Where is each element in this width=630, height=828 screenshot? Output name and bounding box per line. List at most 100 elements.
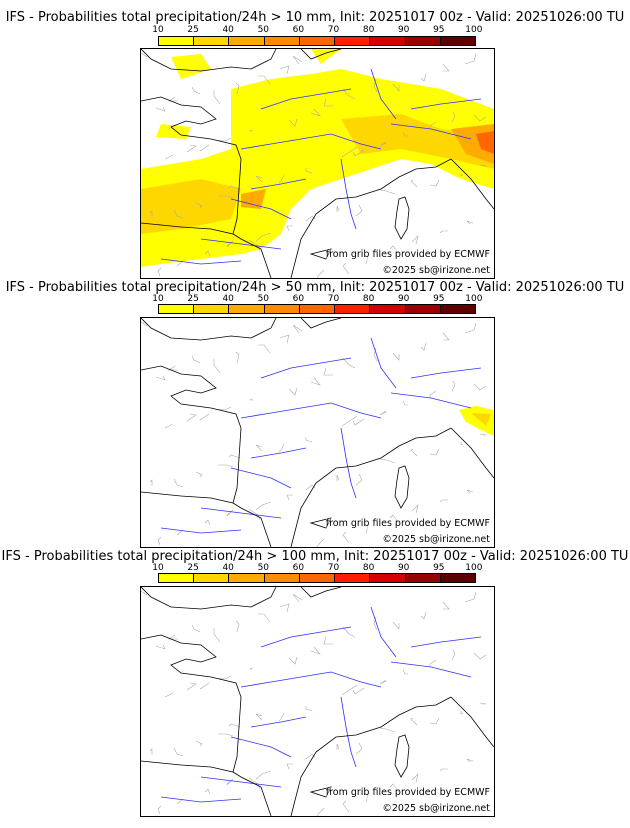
river <box>370 68 397 120</box>
admin-border <box>278 443 285 453</box>
colorbar-swatch <box>264 574 300 582</box>
admin-border <box>429 390 437 398</box>
colorbar-tick: 25 <box>187 25 199 35</box>
admin-border <box>355 473 363 486</box>
admin-border <box>195 471 203 478</box>
coastline <box>300 587 342 598</box>
precip-area <box>459 406 494 436</box>
admin-border <box>341 415 358 427</box>
admin-border <box>218 464 234 468</box>
admin-border <box>155 644 166 650</box>
river <box>340 696 357 768</box>
coastline <box>141 587 277 610</box>
precip-area <box>141 49 494 267</box>
colorbar-tick: 40 <box>222 25 234 35</box>
admin-border <box>442 332 450 341</box>
admin-border <box>411 504 419 514</box>
admin-border <box>157 805 162 815</box>
colorbar-swatch <box>405 574 441 582</box>
coastline <box>290 158 452 278</box>
admin-border <box>168 365 178 371</box>
admin-border <box>255 501 272 511</box>
colorbar-tick: 90 <box>397 563 410 573</box>
colorbar-tick: 10 <box>152 25 164 35</box>
admin-border <box>149 210 153 217</box>
colorbar-swatch <box>194 37 230 45</box>
river <box>200 507 282 519</box>
colorbar-swatch <box>440 574 475 582</box>
admin-border <box>288 656 298 665</box>
admin-border <box>191 355 201 364</box>
panel-title: IFS - Probabilities total precipitation/… <box>5 10 625 25</box>
precip-area <box>471 413 491 426</box>
admin-border <box>402 131 408 137</box>
admin-border <box>411 773 419 783</box>
admin-border <box>402 400 408 406</box>
admin-border <box>473 652 487 660</box>
colorbar-swatch <box>405 305 441 313</box>
admin-border <box>305 706 313 712</box>
admin-border <box>191 624 201 633</box>
admin-border <box>410 179 418 188</box>
colorbar-tick: 40 <box>222 563 234 573</box>
colorbar-swatch <box>335 574 371 582</box>
admin-border <box>218 137 232 142</box>
source-credit: from grib files provided by ECMWF <box>325 787 490 798</box>
coastline <box>450 696 494 748</box>
admin-border <box>352 418 365 426</box>
coastline <box>232 233 272 278</box>
coastline <box>232 502 272 547</box>
colorbar-swatch <box>299 574 336 582</box>
admin-border <box>292 55 303 65</box>
admin-border <box>336 205 340 212</box>
admin-border <box>199 682 210 690</box>
river <box>240 671 382 688</box>
coastline <box>141 365 242 504</box>
admin-border <box>342 626 356 638</box>
admin-border <box>466 220 474 225</box>
colorbar-swatch <box>159 305 195 313</box>
colorbar-swatch <box>229 574 265 582</box>
admin-border <box>310 377 321 386</box>
admin-border <box>279 603 290 613</box>
admin-border <box>255 713 263 721</box>
admin-border <box>149 748 153 755</box>
admin-border <box>204 519 211 526</box>
admin-border <box>157 267 162 277</box>
colorbar-swatch <box>299 305 336 313</box>
colorbar-tick: 90 <box>397 294 410 304</box>
river <box>390 123 472 140</box>
admin-border <box>464 591 477 603</box>
admin-border <box>255 770 272 780</box>
colorbar-swatch <box>370 305 406 313</box>
colorbar-swatch <box>194 305 230 313</box>
river <box>410 367 482 379</box>
precip-area <box>476 131 494 154</box>
colorbar-tick: 60 <box>292 294 305 304</box>
admin-border <box>379 410 387 416</box>
admin-border <box>429 179 440 187</box>
river <box>390 392 472 409</box>
coastline <box>309 517 332 529</box>
coastline <box>141 318 277 341</box>
river <box>260 88 352 110</box>
river <box>160 258 242 265</box>
admin-border <box>379 189 396 195</box>
admin-border <box>195 202 203 209</box>
admin-border <box>235 82 240 95</box>
admin-border <box>288 387 298 396</box>
admin-border <box>286 763 293 770</box>
admin-border <box>249 129 253 132</box>
admin-border <box>473 383 487 391</box>
admin-border <box>379 141 387 147</box>
admin-border <box>336 743 340 750</box>
colorbar-tick: 100 <box>465 563 483 573</box>
admin-border <box>249 667 253 670</box>
river <box>240 133 382 150</box>
admin-border <box>342 88 356 100</box>
river <box>230 467 292 489</box>
admin-border <box>168 96 178 102</box>
admin-border <box>341 146 358 158</box>
admin-border <box>442 63 450 72</box>
river <box>200 776 282 788</box>
